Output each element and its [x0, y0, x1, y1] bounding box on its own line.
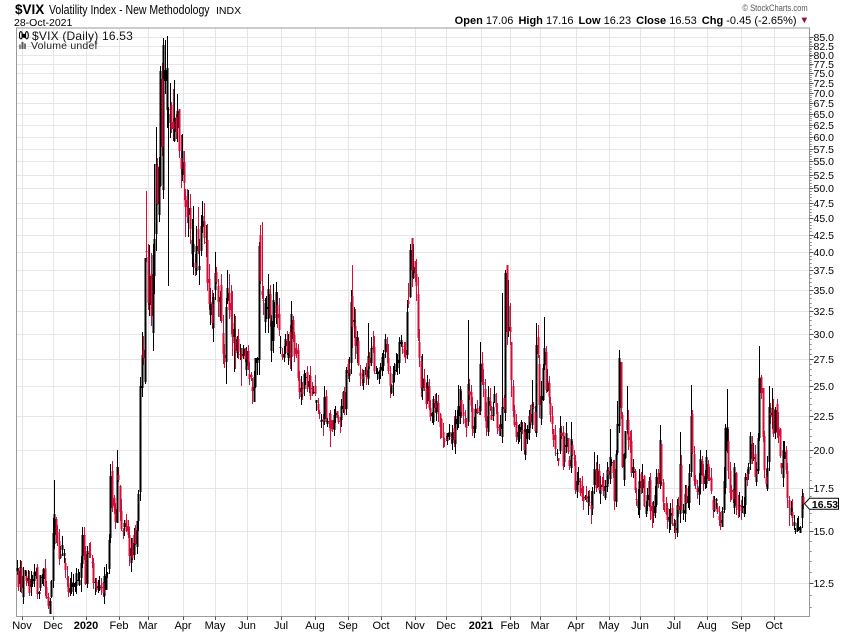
svg-text:25.0: 25.0 [814, 381, 835, 393]
svg-text:30.0: 30.0 [814, 329, 835, 341]
svg-text:Jul: Jul [274, 620, 288, 632]
svg-text:2021: 2021 [469, 620, 493, 632]
svg-text:Jul: Jul [667, 620, 681, 632]
svg-text:20.0: 20.0 [814, 445, 835, 457]
svg-text:67.5: 67.5 [814, 98, 835, 110]
svg-text:Nov: Nov [405, 620, 425, 632]
svg-text:May: May [599, 620, 620, 632]
svg-text:22.5: 22.5 [814, 411, 835, 423]
svg-text:50.0: 50.0 [814, 183, 835, 195]
svg-text:Aug: Aug [305, 620, 325, 632]
svg-text:80.0: 80.0 [814, 50, 835, 62]
svg-text:Jun: Jun [238, 620, 256, 632]
svg-text:62.5: 62.5 [814, 120, 835, 132]
svg-text:Feb: Feb [501, 620, 520, 632]
svg-text:70.0: 70.0 [814, 88, 835, 100]
svg-text:75.0: 75.0 [814, 68, 835, 80]
svg-text:16.53: 16.53 [812, 499, 838, 511]
svg-text:Aug: Aug [697, 620, 717, 632]
svg-text:42.5: 42.5 [814, 230, 835, 242]
svg-text:85.0: 85.0 [814, 32, 835, 44]
svg-text:Apr: Apr [567, 620, 584, 632]
svg-text:35.0: 35.0 [814, 285, 835, 297]
svg-text:37.5: 37.5 [814, 265, 835, 277]
svg-text:52.5: 52.5 [814, 170, 835, 182]
svg-text:Sep: Sep [338, 620, 358, 632]
svg-text:57.5: 57.5 [814, 144, 835, 156]
svg-text:45.0: 45.0 [814, 213, 835, 225]
svg-text:Oct: Oct [765, 620, 782, 632]
svg-text:Jun: Jun [631, 620, 649, 632]
svg-text:Mar: Mar [531, 620, 550, 632]
svg-text:Sep: Sep [731, 620, 751, 632]
svg-text:15.0: 15.0 [814, 526, 835, 538]
svg-text:32.5: 32.5 [814, 306, 835, 318]
svg-text:77.5: 77.5 [814, 59, 835, 71]
svg-text:Dec: Dec [43, 620, 63, 632]
svg-text:60.0: 60.0 [814, 132, 835, 144]
svg-text:12.5: 12.5 [814, 578, 835, 590]
svg-text:Feb: Feb [110, 620, 129, 632]
svg-text:40.0: 40.0 [814, 247, 835, 259]
svg-text:Apr: Apr [174, 620, 191, 632]
svg-text:Mar: Mar [139, 620, 158, 632]
svg-text:2020: 2020 [74, 620, 98, 632]
svg-text:May: May [205, 620, 226, 632]
svg-text:Oct: Oct [372, 620, 389, 632]
svg-text:82.5: 82.5 [814, 41, 835, 53]
svg-text:27.5: 27.5 [814, 354, 835, 366]
svg-text:72.5: 72.5 [814, 78, 835, 90]
svg-text:17.5: 17.5 [814, 483, 835, 495]
svg-text:Dec: Dec [436, 620, 456, 632]
svg-text:55.0: 55.0 [814, 156, 835, 168]
svg-text:Nov: Nov [12, 620, 32, 632]
svg-text:65.0: 65.0 [814, 109, 835, 121]
svg-text:47.5: 47.5 [814, 198, 835, 210]
